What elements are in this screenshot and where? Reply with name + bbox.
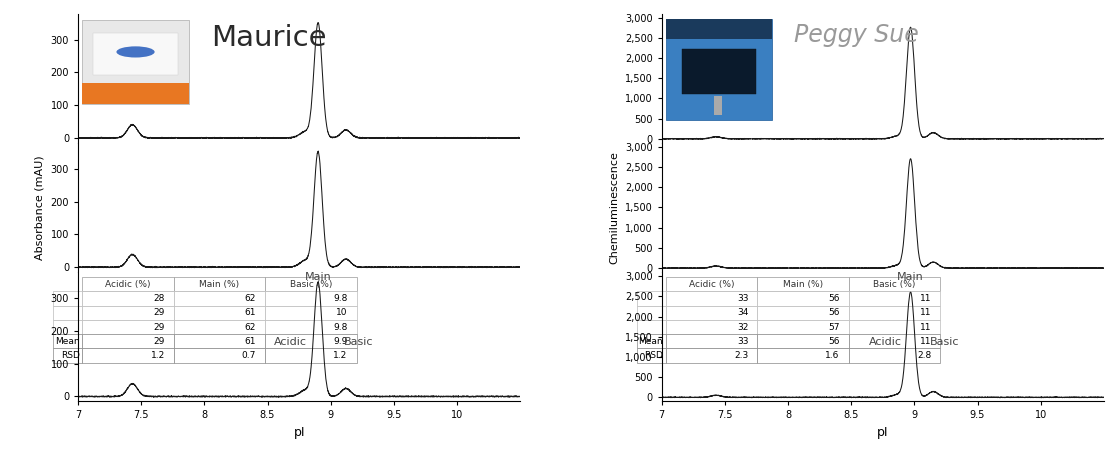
FancyBboxPatch shape — [666, 18, 773, 120]
X-axis label: pI: pI — [293, 426, 304, 439]
Text: Acidic: Acidic — [869, 337, 902, 347]
FancyBboxPatch shape — [83, 20, 188, 104]
Y-axis label: Chemiluminescence: Chemiluminescence — [609, 151, 619, 264]
Y-axis label: Absorbance (mAU): Absorbance (mAU) — [35, 155, 45, 260]
Text: Basic: Basic — [930, 337, 959, 347]
Bar — [93, 32, 178, 74]
Bar — [682, 49, 756, 94]
Circle shape — [116, 46, 155, 58]
Bar — [714, 97, 723, 115]
Text: Acidic: Acidic — [274, 337, 307, 347]
X-axis label: pI: pI — [878, 426, 889, 439]
Text: Basic: Basic — [343, 337, 374, 347]
Bar — [83, 83, 188, 104]
Text: Main: Main — [304, 272, 331, 282]
Text: Maurice: Maurice — [211, 24, 327, 52]
Text: Main: Main — [898, 272, 924, 282]
Bar — [666, 18, 773, 39]
Text: Peggy Sue: Peggy Sue — [794, 23, 919, 46]
